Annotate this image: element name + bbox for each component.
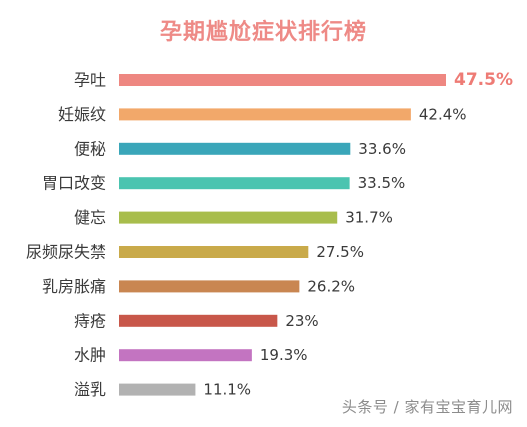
category-label: 溢乳 [74, 380, 106, 399]
value-label: 33.6% [358, 140, 406, 158]
bar-row: 妊娠纹 42.4% [58, 105, 467, 124]
value-label: 31.7% [345, 209, 393, 227]
bar-row: 痔疮 23% [74, 311, 319, 330]
bar [119, 142, 351, 155]
chart-title: 孕期尴尬症状排行榜 [159, 20, 367, 45]
category-label: 胃口改变 [42, 174, 106, 193]
value-label: 47.5% [454, 70, 513, 90]
category-label: 乳房胀痛 [42, 277, 106, 296]
bar [119, 383, 196, 396]
category-label: 水肿 [74, 346, 106, 365]
bar-row: 水肿 19.3% [74, 346, 308, 365]
bar [119, 349, 252, 362]
category-label: 便秘 [74, 139, 106, 158]
bar-row: 便秘 33.6% [74, 139, 406, 158]
value-label: 27.5% [316, 243, 364, 261]
category-label: 尿频尿失禁 [26, 243, 106, 262]
bar-row: 孕吐 47.5% [74, 70, 513, 90]
category-label: 孕吐 [74, 71, 106, 90]
value-label: 23% [285, 312, 318, 330]
bar [119, 280, 300, 293]
bar-row: 健忘 31.7% [74, 208, 393, 227]
bar [119, 74, 446, 86]
bar [119, 314, 278, 327]
category-label: 痔疮 [74, 311, 106, 330]
bar [119, 177, 350, 190]
value-label: 42.4% [419, 105, 467, 123]
watermark: 头条号 / 家有宝宝育儿网 [341, 398, 513, 416]
bar [119, 246, 309, 258]
category-label: 妊娠纹 [58, 105, 106, 124]
bar-row: 溢乳 11.1% [74, 380, 251, 399]
bar-row: 胃口改变 33.5% [42, 174, 405, 193]
value-label: 26.2% [307, 277, 355, 295]
bar-row: 尿频尿失禁 27.5% [26, 243, 364, 262]
bar-row: 乳房胀痛 26.2% [42, 277, 355, 296]
bar [119, 108, 411, 121]
bar [119, 211, 338, 224]
value-label: 19.3% [260, 346, 308, 364]
value-label: 33.5% [358, 174, 406, 192]
value-label: 11.1% [203, 381, 251, 399]
category-label: 健忘 [74, 208, 106, 227]
